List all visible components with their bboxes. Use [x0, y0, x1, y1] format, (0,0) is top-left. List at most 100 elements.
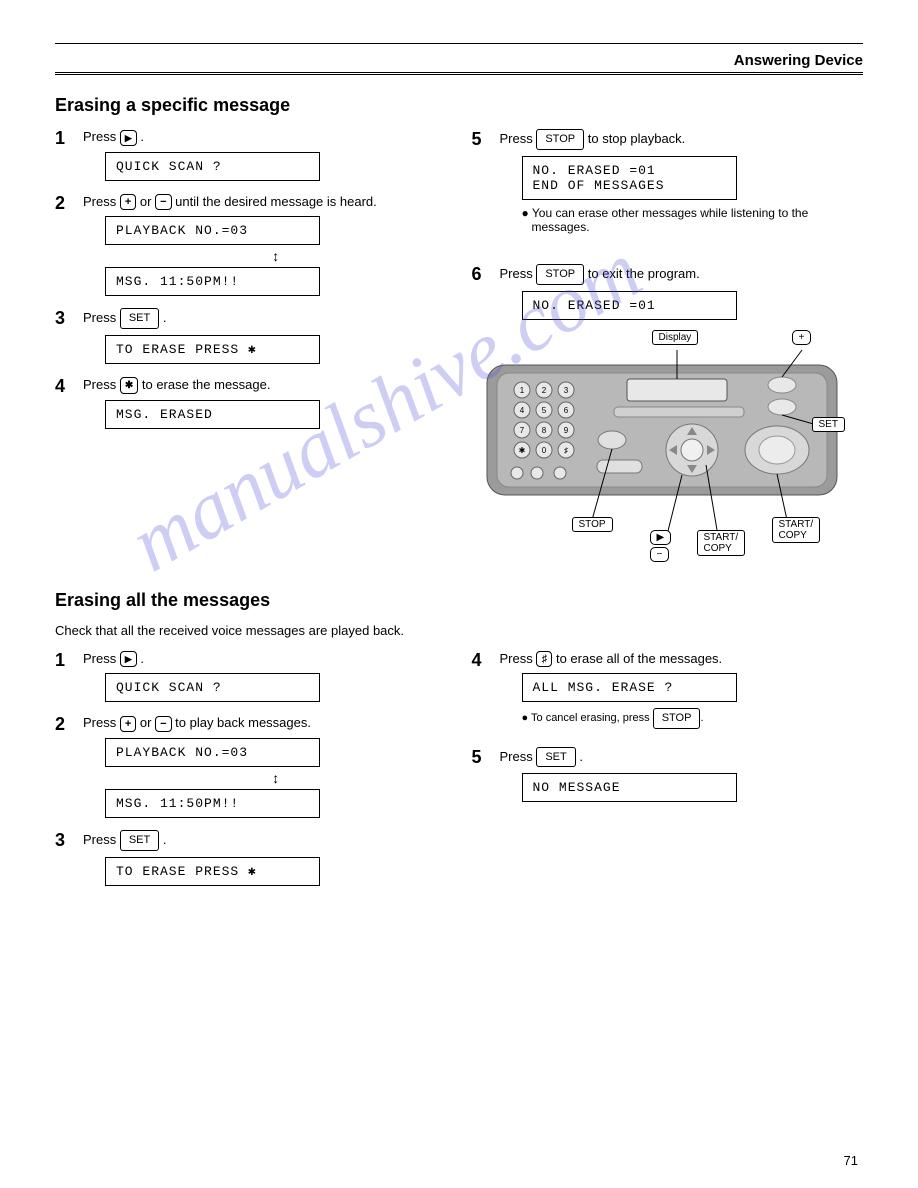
- bullet-note: ● You can erase other messages while lis…: [522, 206, 864, 234]
- stop-button-label: STOP: [536, 264, 584, 285]
- play-icon: [120, 130, 137, 146]
- page-number: 71: [844, 1153, 858, 1168]
- step-number: 5: [472, 747, 490, 768]
- hint-text: ● To cancel erasing, press STOP.: [522, 708, 864, 728]
- plus-icon: [120, 716, 136, 732]
- step-text: .: [163, 310, 167, 325]
- plus-icon: [120, 194, 136, 210]
- svg-text:✱: ✱: [518, 446, 525, 455]
- lcd-display: TO ERASE PRESS ✱: [105, 335, 320, 364]
- star-icon: [120, 377, 138, 394]
- svg-text:♯: ♯: [564, 446, 568, 455]
- device-illustration: 1 2 3 4 5 6 7 8 9 ✱ 0 ♯: [482, 335, 864, 565]
- step-text: to erase the message.: [142, 377, 271, 392]
- device-label-set: SET: [812, 417, 845, 432]
- device-label-stop: STOP: [572, 517, 613, 532]
- step-1b: 1 Press . QUICK SCAN ?: [55, 650, 447, 703]
- device-label-start: START/COPY: [697, 530, 746, 556]
- step-text: .: [579, 748, 583, 763]
- step-text: .: [140, 651, 144, 666]
- header-category: Answering Device: [55, 52, 863, 69]
- step-text: or: [140, 715, 155, 730]
- lcd-display: ALL MSG. ERASE ?: [522, 673, 737, 702]
- step-number: 6: [472, 264, 490, 285]
- step-number: 1: [55, 650, 73, 671]
- top-block: Erasing a specific message 1 Press . QUI…: [55, 95, 863, 565]
- step-text: Press: [83, 377, 120, 392]
- set-button-label: SET: [120, 830, 159, 851]
- lcd-display: MSG. ERASED: [105, 400, 320, 429]
- stop-button-label: STOP: [536, 129, 584, 150]
- svg-text:1: 1: [519, 386, 524, 395]
- lcd-display: TO ERASE PRESS ✱: [105, 857, 320, 886]
- step-number: 2: [55, 193, 73, 214]
- step-6: 6 Press STOP to exit the program. NO. ER…: [472, 264, 864, 320]
- lcd-display: PLAYBACK NO.=03: [105, 216, 320, 245]
- step-number: 3: [55, 308, 73, 329]
- bottom-right-col: 4 Press to erase all of the messages. AL…: [472, 590, 864, 898]
- top-right-col: 5 Press STOP to stop playback. NO. ERASE…: [472, 95, 864, 565]
- step-5b: 5 Press SET . NO MESSAGE: [472, 747, 864, 803]
- step-text: Press: [83, 194, 120, 209]
- lcd-line: NO. ERASED =01: [533, 163, 726, 178]
- device-label-start2: START/COPY: [772, 517, 821, 543]
- step-number: 3: [55, 830, 73, 851]
- step-number: 2: [55, 714, 73, 735]
- step-3: 3 Press SET . TO ERASE PRESS ✱: [55, 308, 447, 364]
- page-content: Answering Device Erasing a specific mess…: [55, 35, 863, 1188]
- step-2b: 2 Press or to play back messages. PLAYBA…: [55, 714, 447, 818]
- lcd-display: PLAYBACK NO.=03: [105, 738, 320, 767]
- bottom-left-col: Erasing all the messages Check that all …: [55, 590, 447, 898]
- step-4: 4 Press to erase the message. MSG. ERASE…: [55, 376, 447, 429]
- step-number: 5: [472, 129, 490, 150]
- hash-icon: [536, 651, 552, 667]
- svg-text:7: 7: [519, 426, 524, 435]
- device-label-plus: +: [792, 330, 812, 345]
- step-text: Press: [83, 832, 120, 847]
- lcd-display: NO MESSAGE: [522, 773, 737, 802]
- bottom-block: Erasing all the messages Check that all …: [55, 590, 863, 898]
- header-rule-top: [55, 43, 863, 44]
- lcd-display: QUICK SCAN ?: [105, 152, 320, 181]
- step-text: .: [163, 832, 167, 847]
- step-text: Press: [83, 310, 120, 325]
- minus-icon: [155, 716, 171, 732]
- lcd-display: MSG. 11:50PM!!: [105, 789, 320, 818]
- device-label-display: Display: [652, 330, 699, 345]
- step-number: 4: [55, 376, 73, 397]
- updown-arrow-icon: ↕: [105, 770, 447, 786]
- step-text: to stop playback.: [588, 131, 686, 146]
- svg-text:5: 5: [541, 406, 546, 415]
- step-4b: 4 Press to erase all of the messages. AL…: [472, 650, 864, 729]
- top-left-col: Erasing a specific message 1 Press . QUI…: [55, 95, 447, 565]
- set-button-label: SET: [120, 308, 159, 329]
- step-text: to erase all of the messages.: [556, 651, 722, 666]
- bullet-text: You can erase other messages while liste…: [532, 206, 809, 234]
- step-text: to exit the program.: [588, 266, 700, 281]
- svg-text:3: 3: [563, 386, 568, 395]
- svg-text:0: 0: [541, 446, 546, 455]
- step-3b: 3 Press SET . TO ERASE PRESS ✱: [55, 830, 447, 886]
- step-text: until the desired message is heard.: [175, 194, 377, 209]
- step-text: Press: [83, 129, 120, 144]
- set-button-label: SET: [536, 747, 575, 768]
- step-text: or: [140, 194, 155, 209]
- lcd-display: QUICK SCAN ?: [105, 673, 320, 702]
- lcd-display: NO. ERASED =01 END OF MESSAGES: [522, 156, 737, 200]
- step-text: Press: [500, 131, 537, 146]
- step-2: 2 Press or until the desired message is …: [55, 193, 447, 297]
- step-text: to play back messages.: [175, 715, 311, 730]
- minus-icon: [155, 194, 171, 210]
- step-text: Press: [500, 651, 537, 666]
- step-text: Press: [83, 715, 120, 730]
- svg-text:4: 4: [519, 406, 524, 415]
- lcd-display: NO. ERASED =01: [522, 291, 737, 320]
- lcd-line: END OF MESSAGES: [533, 178, 726, 193]
- section-intro: Check that all the received voice messag…: [55, 623, 447, 638]
- step-number: 4: [472, 650, 490, 671]
- step-text: .: [140, 129, 144, 144]
- step-text: Press: [500, 266, 537, 281]
- svg-text:6: 6: [563, 406, 568, 415]
- lcd-display: MSG. 11:50PM!!: [105, 267, 320, 296]
- play-icon: [120, 651, 137, 667]
